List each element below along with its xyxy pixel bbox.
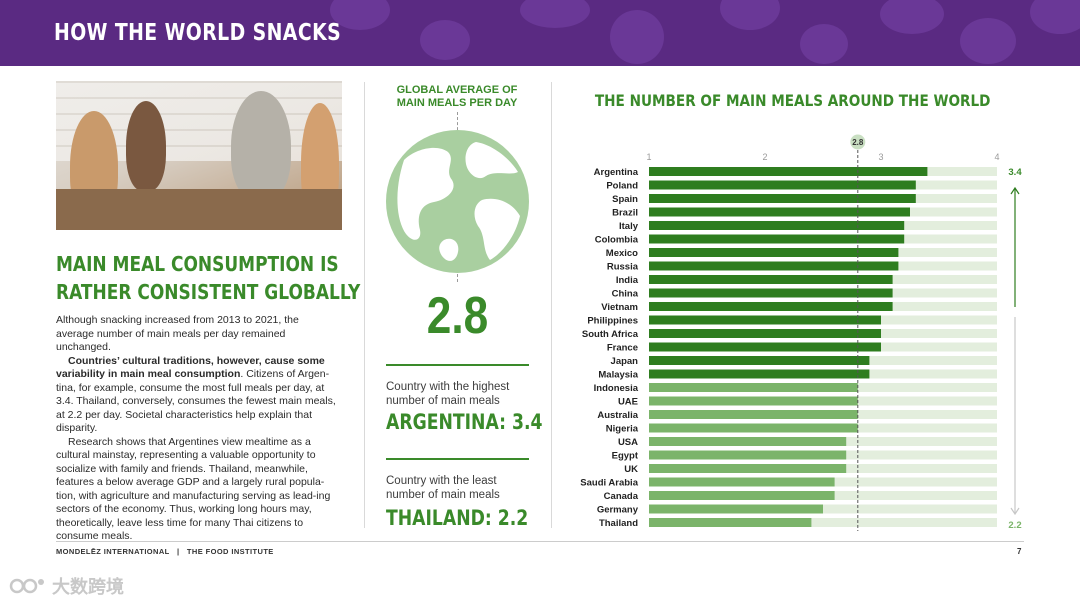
global-average-value: 2.8 [426,287,489,345]
bar [649,234,905,244]
bar [649,423,858,433]
paragraph-1: Although snacking increased from 2013 to… [56,314,299,353]
bar [649,167,928,176]
bar [649,410,858,419]
x-tick-label: 2 [762,152,767,162]
range-top-label: 3.4 [1008,167,1022,178]
category-label: India [616,275,639,286]
bar [649,383,858,392]
chart-title: THE NUMBER OF MAIN MEALS AROUND THE WORL… [594,91,991,110]
bar [649,329,881,338]
bar [649,518,812,527]
category-label: Japan [611,356,639,367]
category-label: Russia [607,262,639,273]
bar [649,464,847,473]
x-tick-label: 4 [994,152,999,162]
average-label: 2.8 [852,138,864,147]
category-label: China [612,289,639,300]
bar [649,396,858,406]
category-label: Canada [604,491,639,502]
bar [649,369,870,379]
category-label: Spain [612,194,638,205]
bar [649,275,893,284]
bar [649,194,916,203]
bar [649,207,910,217]
footer-divider [56,541,1024,542]
category-label: Italy [619,221,639,232]
category-label: Brazil [612,208,638,219]
category-label: Malaysia [598,370,638,381]
bar [649,302,893,311]
category-label: Germany [597,505,639,516]
bar [649,450,847,460]
bar [649,315,881,325]
category-label: Mexico [606,248,638,259]
range-arrowhead-up [1010,186,1020,195]
column-divider-left [364,82,365,528]
bar [649,248,899,257]
bar [649,261,899,271]
bar [649,221,905,230]
column-divider-right [551,82,552,528]
category-label: Thailand [599,518,638,529]
bar [649,491,835,500]
page-title: HOW THE WORLD SNACKS [54,20,342,46]
category-label: Australia [597,410,638,421]
category-label: Nigeria [606,424,639,435]
footer-credits: MONDELĒZ INTERNATIONAL | THE FOOD INSTIT… [56,547,274,556]
bar [649,477,835,487]
bar [649,356,870,365]
least-value: THAILAND: 2.2 [386,506,529,530]
category-label: France [607,343,638,354]
divider-highest [386,364,529,366]
category-label: Vietnam [601,302,638,313]
category-label: Colombia [595,235,639,246]
category-label: Saudi Arabia [580,478,638,489]
category-label: Philippines [587,316,638,327]
people-eating-photo [56,81,342,230]
global-average-title: GLOBAL AVERAGE OF MAIN MEALS PER DAY [396,84,518,109]
page-number: 7 [1017,547,1022,556]
least-label: Country with the least number of main me… [386,475,500,501]
globe-icon [386,130,529,273]
category-label: USA [618,437,638,448]
brand-logo-icon [9,578,44,594]
x-tick-label: 1 [646,152,651,162]
category-label: Egypt [612,451,639,462]
watermark-text: 大数跨境 [52,577,124,597]
average-marker [850,134,866,150]
bar [649,437,847,446]
bar [649,288,893,298]
category-label: Poland [606,181,638,192]
x-tick-label: 3 [878,152,883,162]
section-headline: MAIN MEAL CONSUMPTION IS RATHER CONSISTE… [56,252,361,304]
body-text: Although snacking increased from 2013 to… [56,314,338,544]
paragraph-2: Countries’ cultural traditions, however,… [56,354,336,435]
bar [649,180,916,190]
range-arrowhead-down [1010,507,1020,516]
bar [649,504,823,514]
category-label: South Africa [582,329,639,340]
range-bottom-label: 2.2 [1008,520,1021,531]
bar-track [649,518,997,527]
paragraph-3: Research shows that Argentines view meal… [56,435,331,543]
meals-bar-chart: 1 2 3 4 Argentina Poland Spain Brazil Italy Colom… [580,134,1022,531]
divider-least [386,458,529,460]
category-label: Indonesia [594,383,639,394]
highest-label: Country with the highest number of main … [386,381,510,407]
category-label: Argentina [594,167,639,178]
header-banner: HOW THE WORLD SNACKS [0,0,1080,66]
highest-value: ARGENTINA: 3.4 [386,410,543,434]
category-label: UAE [618,397,638,408]
category-label: UK [624,464,638,475]
bar [649,342,881,352]
watermark: 大数跨境 [8,573,124,599]
